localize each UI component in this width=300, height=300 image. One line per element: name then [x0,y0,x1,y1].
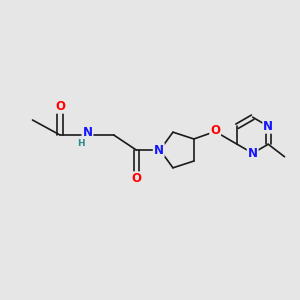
Text: N: N [82,127,92,140]
Text: H: H [77,139,85,148]
Text: O: O [55,100,65,113]
Text: N: N [154,143,164,157]
Text: N: N [263,120,273,133]
Text: N: N [248,147,258,160]
Text: O: O [131,172,141,185]
Text: O: O [210,124,220,137]
